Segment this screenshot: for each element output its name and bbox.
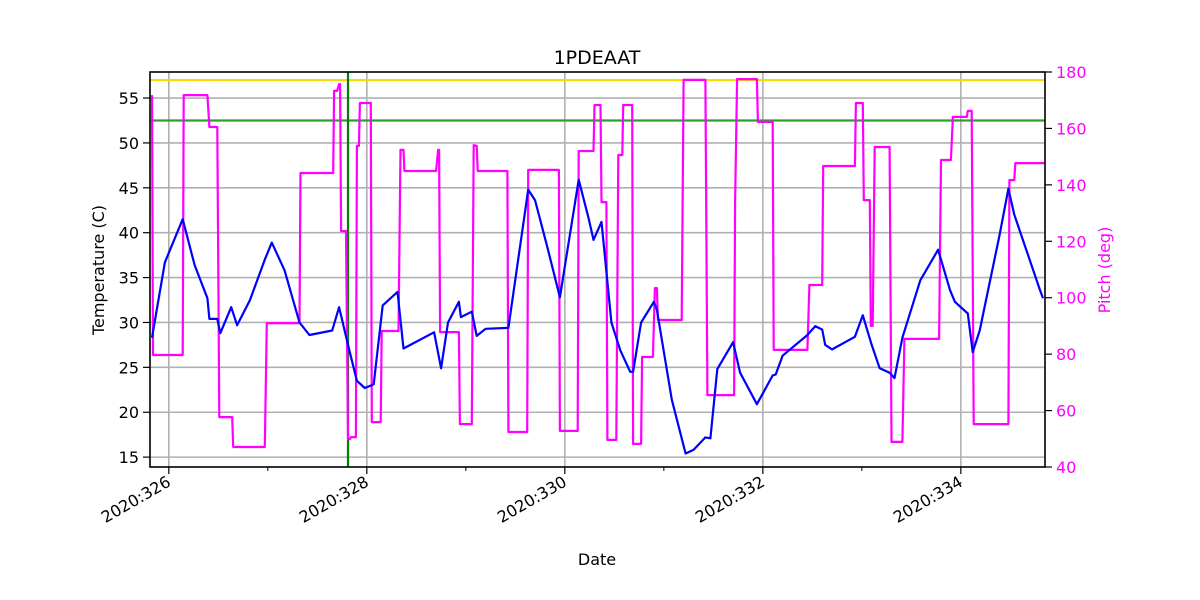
plot-frame: [149, 71, 1046, 468]
y2-axis-label: Pitch (deg): [1095, 227, 1114, 314]
y-tick-label: 50: [119, 134, 139, 153]
y-tick-label: 20: [119, 403, 139, 422]
y2-tick-label: 160: [1056, 119, 1087, 138]
y-tick-label: 45: [119, 179, 139, 198]
y2-tick-label: 140: [1056, 176, 1087, 195]
y-tick-label: 15: [119, 448, 139, 467]
y2-tick-label: 60: [1056, 402, 1076, 421]
y-tick-label: 40: [119, 224, 139, 243]
chart-title: 1PDEAAT: [554, 47, 641, 69]
y2-tick-label: 120: [1056, 232, 1087, 251]
pitch-line: [150, 77, 1045, 449]
y2-tick-label: 180: [1056, 63, 1087, 82]
y-tick-label: 55: [119, 89, 139, 108]
y2-tick-label: 100: [1056, 289, 1087, 308]
y-tick-label: 35: [119, 269, 139, 288]
x-axis-label: Date: [578, 550, 616, 569]
y-tick-label: 25: [119, 358, 139, 377]
y2-tick-label: 40: [1056, 458, 1076, 477]
y-tick-label: 30: [119, 313, 139, 332]
series-group: [150, 77, 1045, 455]
temperature-line: [150, 178, 1045, 455]
y-axis-label: Temperature (C): [89, 205, 108, 336]
y2-tick-label: 80: [1056, 345, 1076, 364]
